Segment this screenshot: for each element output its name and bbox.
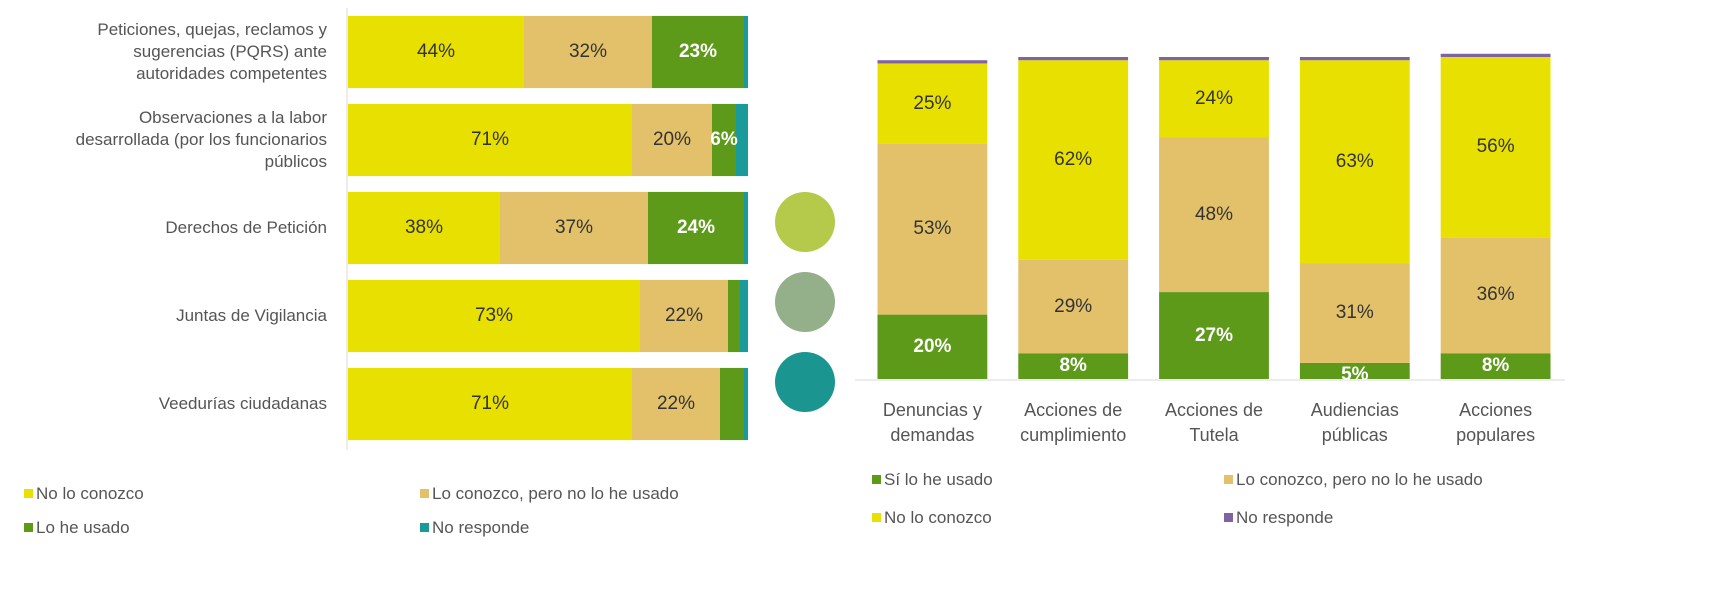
bar-segment — [1299, 362, 1410, 379]
y-tick-label: Juntas de Vigilancia — [176, 306, 327, 325]
bar-segment — [1440, 57, 1551, 238]
decor-circle — [775, 352, 835, 412]
bar-segment — [1159, 292, 1269, 379]
y-tick-label: Peticiones, quejas, reclamos y sugerenci… — [97, 20, 327, 83]
bar-segment — [1159, 57, 1269, 61]
bar-segment — [648, 191, 744, 265]
bar-segment — [877, 63, 988, 144]
value-label: 25% — [913, 92, 952, 114]
value-label: 29% — [1054, 295, 1093, 317]
legend-label: Lo he usado — [36, 518, 130, 537]
legend-swatch — [420, 489, 429, 498]
x-tick-label: Denuncias y demandas — [882, 400, 982, 445]
value-label: 44% — [416, 41, 456, 62]
bar-segment — [1159, 60, 1269, 138]
bar-segment — [1018, 353, 1129, 379]
value-label: 20% — [913, 335, 952, 357]
value-label: 71% — [470, 393, 510, 414]
value-label: 38% — [404, 217, 444, 238]
value-label: 73% — [474, 305, 514, 326]
legend-swatch — [24, 523, 33, 532]
bar-segment — [740, 279, 748, 353]
y-tick-label: Derechos de Petición — [165, 218, 327, 237]
value-label: 32% — [568, 41, 608, 62]
bar-segment — [348, 103, 632, 177]
value-label: 22% — [664, 305, 704, 326]
bar-segment — [877, 143, 988, 315]
value-label: 71% — [470, 129, 510, 150]
bar-segment — [632, 367, 720, 441]
decor-circle — [775, 192, 835, 252]
bar-segment — [720, 367, 744, 441]
legend-swatch — [24, 489, 33, 498]
x-tick-label: Acciones populares — [1456, 400, 1536, 445]
legend-label: No lo conozco — [884, 508, 992, 527]
legend-label: No responde — [1236, 508, 1334, 527]
value-label: 36% — [1476, 284, 1515, 306]
y-tick-label: Observaciones a la labor desarrollada (p… — [75, 108, 327, 171]
bar-segment — [1440, 353, 1551, 379]
legend-label: No lo conozco — [36, 484, 144, 503]
bar-segment — [500, 191, 648, 265]
x-tick-label: Acciones de cumplimiento — [1020, 400, 1127, 445]
value-label: 24% — [676, 217, 716, 238]
bar-segment — [640, 279, 728, 353]
bar-segment — [728, 279, 740, 353]
bar-segment — [736, 103, 748, 177]
bar-segment — [1440, 237, 1551, 354]
value-label: 31% — [1335, 301, 1374, 323]
value-label: 37% — [554, 217, 594, 238]
legend-swatch — [872, 475, 881, 484]
legend-swatch — [872, 513, 881, 522]
bar-segment — [632, 103, 712, 177]
value-label: 22% — [656, 393, 696, 414]
bar-segment — [652, 15, 744, 89]
legend-label: Lo conozco, pero no lo he usado — [1236, 470, 1483, 489]
bar-segment — [348, 367, 632, 441]
value-label: 20% — [652, 129, 692, 150]
value-label: 27% — [1194, 324, 1234, 346]
bar-segment — [712, 103, 736, 177]
x-tick-label: Audiencias públicas — [1310, 400, 1399, 445]
bar-segment — [524, 15, 652, 89]
x-tick-label: Acciones de Tutela — [1164, 400, 1264, 445]
value-label: 56% — [1476, 136, 1515, 158]
value-label: 8% — [1481, 355, 1510, 377]
value-label: 62% — [1054, 149, 1093, 171]
value-label: 48% — [1194, 203, 1234, 225]
bar-segment — [348, 191, 500, 265]
legend-label: No responde — [432, 518, 530, 537]
bar-segment — [877, 314, 988, 379]
legend-label: Lo conozco, pero no lo he usado — [432, 484, 679, 503]
bar-segment — [1299, 263, 1410, 363]
value-label: 8% — [1059, 355, 1087, 377]
bar-segment — [1018, 57, 1129, 61]
value-label: 6% — [710, 129, 738, 150]
bar-segment — [1299, 60, 1410, 264]
y-tick-label: Veedurías ciudadanas — [158, 394, 327, 413]
bar-segment — [744, 191, 748, 265]
bar-segment — [1159, 137, 1269, 293]
bar-segment — [744, 15, 748, 89]
legend-swatch — [1224, 475, 1233, 484]
bar-segment — [1440, 53, 1551, 57]
value-label: 24% — [1194, 87, 1234, 109]
legend-swatch — [1224, 513, 1233, 522]
value-label: 23% — [678, 41, 718, 62]
bar-segment — [1299, 57, 1410, 61]
decor-circle — [775, 272, 835, 332]
bar-segment — [348, 15, 524, 89]
value-label: 5% — [1341, 363, 1369, 385]
bar-segment — [744, 367, 748, 441]
value-label: 53% — [913, 218, 952, 240]
bar-segment — [1018, 259, 1129, 354]
legend-label: Sí lo he usado — [884, 470, 993, 489]
bar-segment — [1018, 60, 1129, 260]
bar-segment — [348, 279, 640, 353]
bar-segment — [877, 60, 988, 64]
legend-swatch — [420, 523, 429, 532]
value-label: 63% — [1335, 150, 1374, 172]
